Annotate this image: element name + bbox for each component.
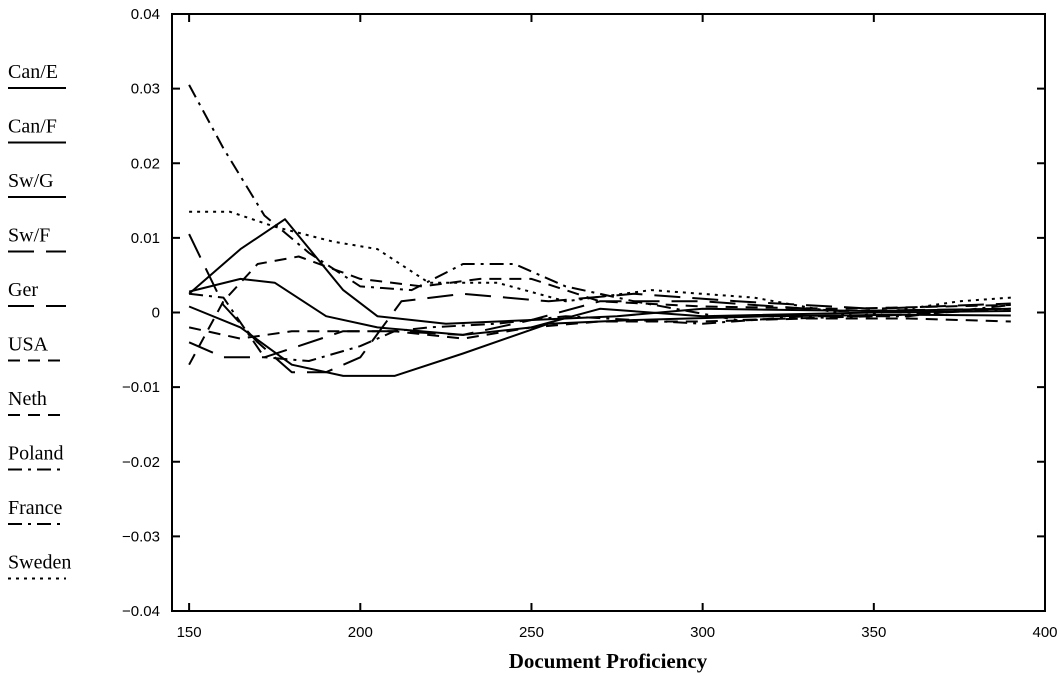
y-tick-label: −0.02 [122, 454, 160, 471]
x-axis-label: Document Proficiency [509, 649, 708, 673]
y-tick-label: −0.03 [122, 528, 160, 545]
legend-label: USA [8, 334, 49, 356]
series-group [188, 84, 1011, 377]
legend-label: Sweden [8, 552, 71, 574]
y-tick-label: 0.03 [131, 81, 160, 98]
y-axis: 0.04 0.03 0.02 0.01 0 −0.01 −0.02 −0.03 −0.04 [122, 6, 1045, 620]
series-line-ger [188, 300, 1011, 359]
legend-label: Neth [8, 388, 47, 410]
y-tick-label: 0.01 [131, 230, 160, 247]
x-tick-label: 400 [1032, 624, 1057, 641]
legend-label: Ger [8, 279, 38, 301]
legend-label: France [8, 497, 63, 519]
y-tick-label: 0.04 [131, 6, 160, 23]
series-line-poland [188, 84, 1011, 321]
legend-label: Sw/G [8, 170, 54, 192]
series-line-sw-g [188, 305, 1011, 377]
y-tick-label: −0.04 [122, 603, 160, 620]
series-line-france [188, 292, 1011, 362]
x-tick-label: 250 [519, 624, 544, 641]
y-tick-label: −0.01 [122, 379, 160, 396]
x-tick-label: 300 [690, 624, 715, 641]
legend-label: Poland [8, 443, 64, 465]
y-tick-label: 0.02 [131, 155, 160, 172]
series-line-usa [188, 255, 1011, 366]
legend-label: Can/F [8, 116, 57, 138]
x-tick-label: 350 [861, 624, 886, 641]
legend: Can/E Can/F Sw/G Sw/F Ger USA Neth Poland France… [8, 61, 71, 580]
x-tick-label: 200 [348, 624, 373, 641]
x-tick-label: 150 [177, 624, 202, 641]
series-line-neth [188, 317, 1011, 340]
series-line-sweden [189, 210, 1011, 318]
series-line-sw-f [188, 233, 1011, 374]
series-line-can-e [188, 218, 1011, 325]
y-tick-label: 0 [152, 305, 160, 322]
x-axis: 150 200 250 300 350 400 [177, 14, 1058, 641]
legend-label: Sw/F [8, 225, 50, 247]
legend-label: Can/E [8, 61, 58, 83]
